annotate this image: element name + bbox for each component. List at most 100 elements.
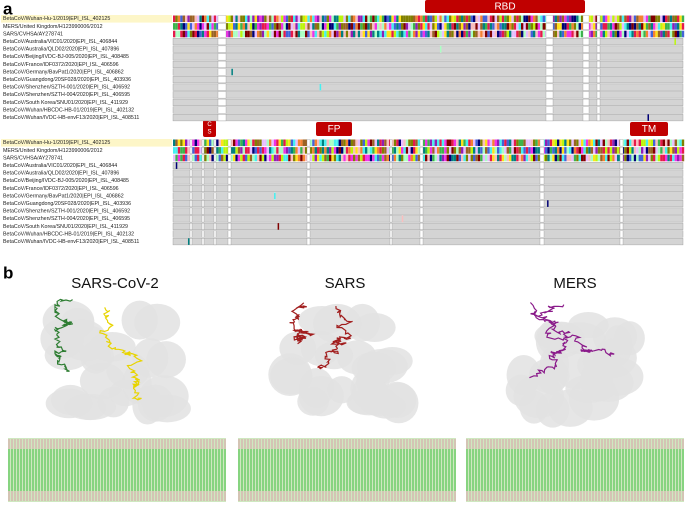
residue [518, 23, 521, 30]
residue [501, 15, 505, 23]
residue [321, 147, 325, 154]
gap [201, 222, 205, 230]
residue [420, 23, 423, 30]
residue [285, 154, 289, 162]
gap [189, 162, 193, 170]
residue [444, 15, 447, 23]
residue [187, 23, 190, 30]
variant [277, 223, 280, 230]
gap [189, 169, 193, 177]
residue [309, 147, 313, 154]
residue [437, 147, 440, 154]
residue [494, 154, 497, 162]
residue [312, 23, 315, 30]
residue [480, 139, 483, 147]
residue [581, 23, 584, 30]
residue [235, 30, 238, 38]
residue [537, 147, 541, 154]
residue [348, 15, 351, 23]
sequence-name: BetaCoV/Australia/QLD02/2020|EPI_ISL_407… [3, 47, 119, 53]
residue [384, 139, 387, 147]
residue [641, 15, 644, 23]
residue [333, 15, 337, 23]
residue [381, 15, 385, 23]
residue [290, 147, 293, 154]
residue [233, 154, 236, 162]
residue [449, 23, 452, 30]
residue [377, 139, 380, 147]
residue [273, 147, 277, 154]
residue [288, 154, 291, 162]
residue [360, 15, 363, 23]
residue [621, 30, 625, 38]
residue [194, 15, 197, 23]
structure-name: SARS [325, 275, 366, 292]
residue [612, 154, 615, 162]
residue [489, 15, 493, 23]
gap [201, 230, 205, 238]
residue [333, 154, 337, 162]
residue [362, 23, 365, 30]
residue [345, 23, 349, 30]
residue [321, 15, 325, 23]
gap [619, 238, 624, 246]
residue [405, 139, 409, 147]
residue [470, 15, 473, 23]
residue [499, 154, 502, 162]
residue [295, 30, 298, 38]
gap [596, 30, 601, 38]
residue [463, 15, 466, 23]
residue [677, 154, 680, 162]
residue [482, 147, 485, 154]
residue [573, 23, 577, 30]
residue [566, 147, 569, 154]
residue [667, 139, 670, 147]
residue [249, 23, 253, 30]
residue [523, 154, 526, 162]
residue [679, 30, 682, 38]
residue [271, 154, 274, 162]
residue [597, 147, 601, 154]
residue [314, 147, 317, 154]
residue [578, 154, 581, 162]
residue [259, 15, 262, 23]
residue [408, 30, 411, 38]
residue [660, 15, 663, 23]
residue [235, 15, 238, 23]
residue [374, 30, 377, 38]
residue [585, 139, 589, 147]
gap [419, 162, 424, 170]
residue [530, 30, 533, 38]
residue [533, 23, 536, 30]
sequence-name: BetaCoV/Beijing/IVDC-BJ-005/2020|EPI_ISL… [3, 54, 129, 60]
residue [173, 30, 176, 38]
gap [227, 177, 232, 185]
residue [410, 147, 413, 154]
residue [554, 139, 557, 147]
residue [614, 15, 617, 23]
residue [350, 30, 353, 38]
gap [189, 192, 193, 200]
residue [403, 154, 406, 162]
gap [619, 222, 624, 230]
residue [461, 139, 464, 147]
alignment-row [172, 114, 684, 122]
residue [182, 30, 185, 38]
residue [504, 30, 507, 38]
residue [655, 139, 658, 147]
ribbon [317, 306, 353, 370]
residue [429, 23, 433, 30]
residue [653, 23, 656, 30]
residue [590, 139, 593, 147]
residue [492, 154, 495, 162]
gap [306, 238, 311, 246]
alignment-row [172, 184, 684, 192]
residue [288, 23, 291, 30]
residue [657, 30, 661, 38]
residue [341, 30, 344, 38]
residue [677, 23, 680, 30]
surface [72, 395, 106, 420]
sequence-name: BetaCoV/Wuhan/HBCDC-HB-01/2019|EPI_ISL_4… [3, 231, 134, 237]
residue [312, 30, 315, 38]
gap [389, 169, 393, 177]
